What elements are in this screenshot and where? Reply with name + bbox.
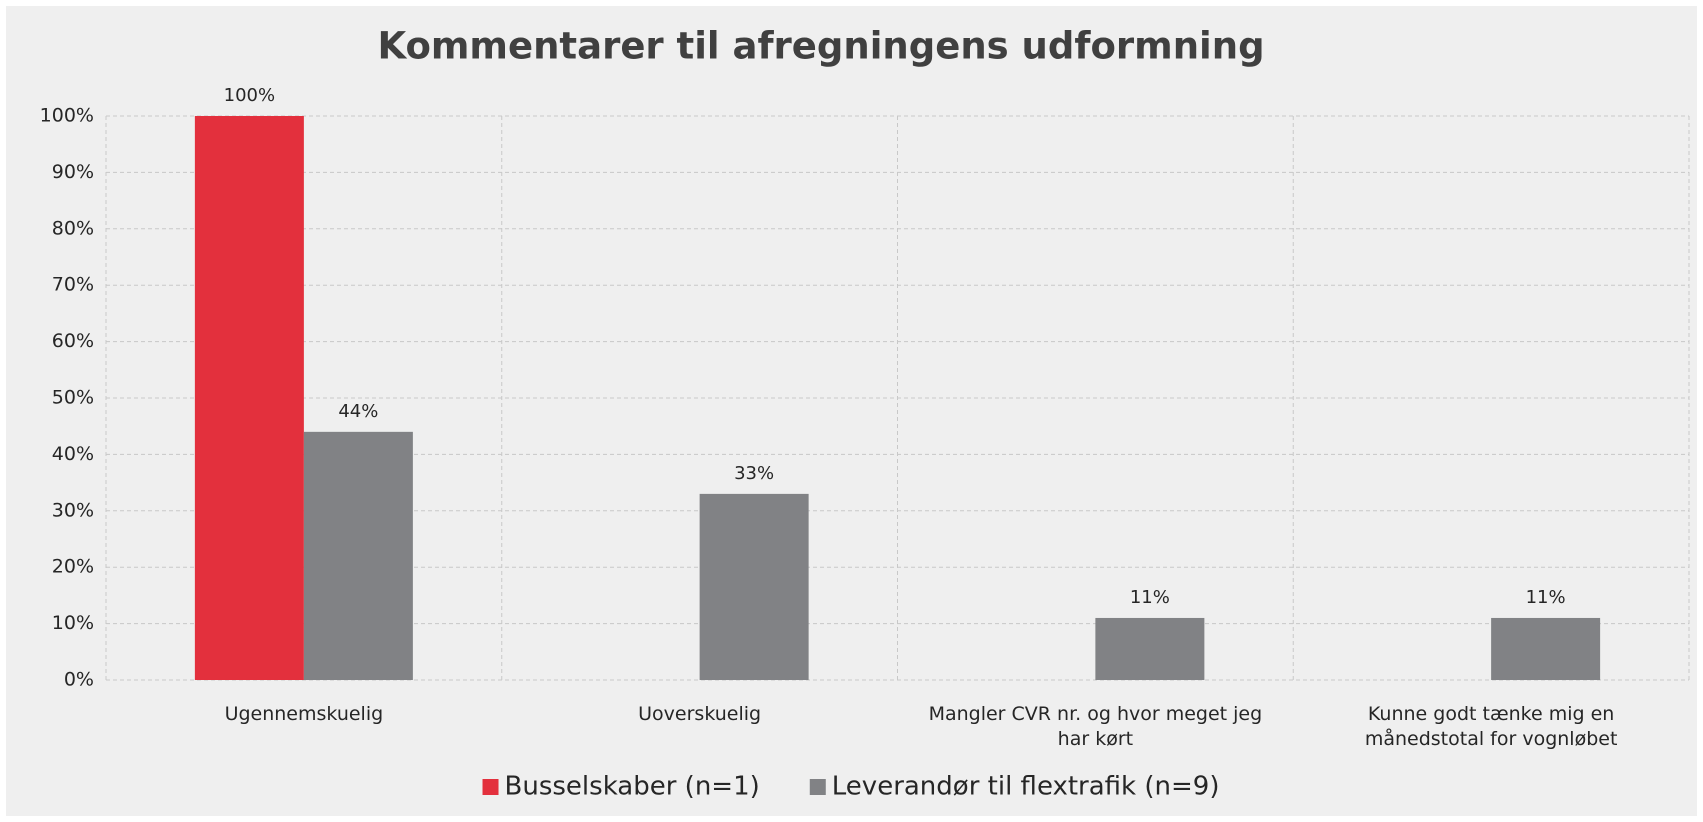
bar bbox=[1095, 617, 1205, 680]
legend-swatch bbox=[482, 779, 499, 795]
value-label: 33% bbox=[734, 463, 774, 484]
y-tick-label: 50% bbox=[52, 387, 94, 409]
value-label: 11% bbox=[1526, 587, 1566, 608]
y-tick-label: 60% bbox=[52, 330, 94, 352]
chart-title: Kommentarer til afregningens udformning bbox=[377, 25, 1264, 68]
x-tick-label: Uoverskuelig bbox=[638, 703, 762, 725]
bar bbox=[1491, 617, 1601, 680]
legend-swatch bbox=[809, 779, 826, 795]
legend-label: Leverandør til flextrafik (n=9) bbox=[832, 772, 1220, 802]
y-tick-label: 70% bbox=[52, 274, 94, 296]
y-tick-label: 100% bbox=[40, 105, 94, 127]
y-tick-label: 10% bbox=[52, 612, 94, 634]
value-label: 100% bbox=[224, 85, 275, 106]
bar bbox=[699, 493, 809, 680]
y-tick-label: 20% bbox=[52, 556, 94, 578]
y-tick-label: 40% bbox=[52, 443, 94, 465]
y-tick-label: 30% bbox=[52, 499, 94, 521]
bar bbox=[194, 116, 304, 680]
y-tick-label: 0% bbox=[64, 669, 94, 691]
y-tick-label: 80% bbox=[52, 217, 94, 239]
value-label: 11% bbox=[1130, 587, 1170, 608]
y-tick-label: 90% bbox=[52, 161, 94, 183]
chart: Kommentarer til afregningens udformning … bbox=[40, 25, 1690, 802]
bar bbox=[303, 431, 413, 680]
legend-label: Busselskaber (n=1) bbox=[505, 772, 760, 802]
x-tick-label: Mangler CVR nr. og hvor meget jeg har kø… bbox=[928, 703, 1263, 750]
x-tick-label: Ugennemskuelig bbox=[224, 703, 384, 725]
chart-frame: Kommentarer til afregningens udformning … bbox=[6, 6, 1697, 816]
value-label: 44% bbox=[338, 401, 378, 422]
x-tick-label: Kunne godt tænke mig en månedstotal for … bbox=[1364, 703, 1618, 750]
